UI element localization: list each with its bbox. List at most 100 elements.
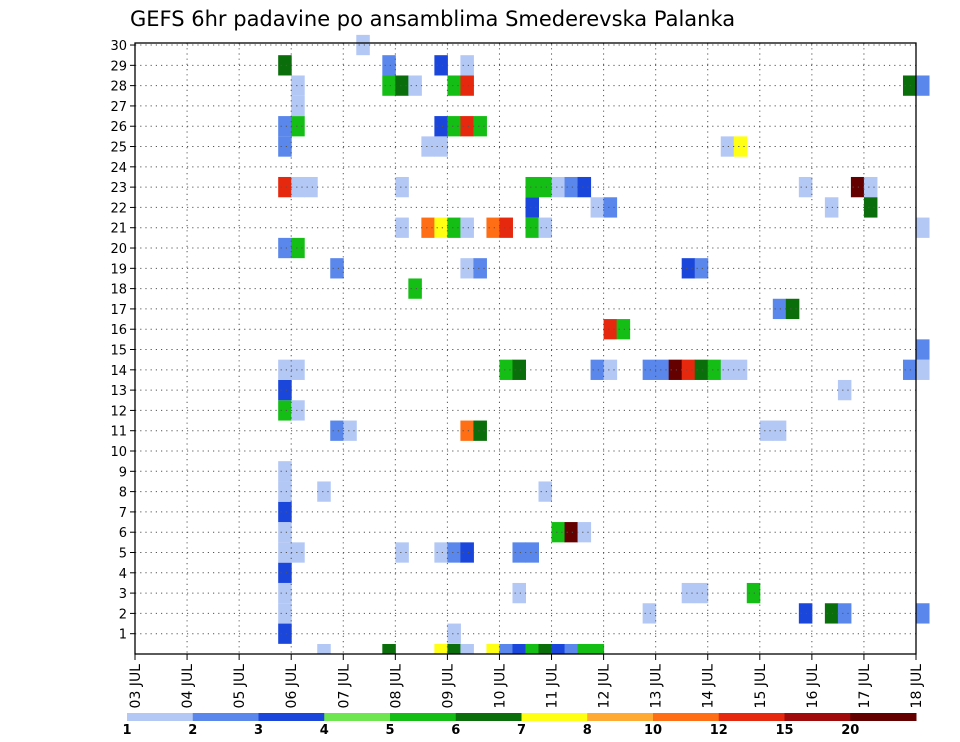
heatmap-cell (291, 359, 305, 380)
heatmap-cell (564, 644, 579, 654)
heatmap-cell (460, 55, 474, 76)
heatmap-cell (356, 34, 370, 56)
heatmap-cell (720, 136, 735, 157)
heatmap-cell (421, 136, 435, 157)
heatmap-cell (278, 562, 292, 583)
heatmap-cell (512, 542, 526, 563)
heatmap-cell (681, 359, 696, 380)
legend-label: 20 (841, 723, 859, 738)
heatmap-cell (668, 359, 683, 380)
x-tick-label: 17 JUL (857, 664, 873, 709)
legend-swatch (850, 713, 917, 721)
legend-swatch (324, 713, 391, 721)
heatmap-cell (486, 217, 500, 238)
x-tick-label: 13 JUL (649, 664, 665, 709)
heatmap-cell (278, 176, 292, 198)
heatmap-cell (304, 176, 318, 198)
x-tick-label: 11 JUL (545, 664, 561, 709)
y-tick-label: 6 (119, 526, 127, 541)
y-tick-label: 27 (110, 100, 127, 115)
color-legend: 1 2 3 4 5 6 7 8 10 12 15 20 (122, 713, 917, 738)
y-tick-label: 1 (119, 628, 127, 643)
heatmap-cell (759, 420, 774, 441)
y-tick-label: 16 (110, 323, 127, 338)
heatmap-cell (902, 359, 917, 380)
legend-swatch (127, 713, 194, 721)
y-tick-label: 20 (110, 242, 127, 257)
legend-swatch (390, 713, 457, 721)
heatmap-cell (512, 359, 526, 380)
heatmap-cell (434, 644, 448, 654)
x-tick-label: 08 JUL (388, 664, 404, 709)
heatmap-cell (408, 75, 422, 96)
legend-label: 4 (320, 723, 329, 738)
y-tick-label: 13 (110, 384, 127, 399)
heatmap-cell (278, 522, 292, 543)
legend-swatch (653, 713, 720, 721)
heatmap-cell (564, 522, 579, 543)
heatmap-cell (382, 644, 396, 654)
heatmap-cell (916, 603, 930, 624)
legend-label: 15 (775, 723, 793, 738)
legend-label: 3 (254, 723, 263, 738)
heatmap-cell (317, 481, 331, 502)
legend-swatch (587, 713, 654, 721)
x-tick-label: 10 JUL (492, 664, 508, 709)
heatmap-cell (551, 644, 566, 654)
y-tick-label: 11 (110, 425, 127, 440)
heatmap-cell (434, 116, 448, 137)
legend-label: 10 (644, 723, 662, 738)
heatmap-cell (603, 319, 618, 340)
x-tick-label: 06 JUL (284, 664, 300, 709)
heatmap-cell (681, 258, 696, 279)
heatmap-cell (538, 176, 553, 198)
y-tick-label: 9 (119, 465, 127, 480)
legend-label: 7 (517, 723, 526, 738)
y-tick-label: 24 (110, 161, 127, 176)
heatmap-cell (460, 258, 474, 279)
y-tick-label: 14 (110, 364, 127, 379)
legend-label: 2 (188, 723, 197, 738)
heatmap-cell (278, 379, 292, 401)
heatmap-cell (447, 623, 461, 644)
heatmap-cell (551, 522, 566, 543)
heatmap-cell (460, 75, 474, 96)
heatmap-cell (460, 420, 474, 441)
x-tick-label: 15 JUL (753, 664, 769, 709)
y-tick-label: 22 (110, 201, 127, 216)
heatmap-cell (395, 176, 409, 198)
heatmap-cell (278, 136, 292, 157)
legend-label: 12 (710, 723, 728, 738)
x-tick-label: 03 JUL (128, 664, 144, 709)
heatmap-cell (278, 237, 292, 259)
heatmap-cell (278, 400, 292, 421)
y-tick-label: 21 (110, 222, 127, 237)
heatmap-cell (408, 278, 422, 299)
heatmap-cell (590, 197, 605, 218)
heatmap-cell (278, 501, 292, 523)
heatmap-cell (278, 359, 292, 380)
heatmap-cell (434, 55, 448, 76)
heatmap-cell (278, 603, 292, 624)
heatmap-cell (395, 217, 409, 238)
heatmap-cell (434, 136, 448, 157)
y-tick-label: 30 (110, 39, 127, 54)
heatmap-cell (837, 603, 852, 624)
heatmap-cell (395, 75, 409, 96)
heatmap-cell (447, 75, 461, 96)
heatmap-cell (642, 603, 657, 624)
heatmap-cell (460, 542, 474, 563)
heatmap-cell (746, 582, 761, 604)
heatmap-cell (916, 217, 930, 238)
heatmap-cell (603, 197, 618, 218)
heatmap-cell (317, 644, 331, 654)
heatmap-cell (720, 359, 735, 380)
heatmap-cell (590, 644, 605, 654)
y-axis: 1234567891011121314151617181920212223242… (110, 39, 135, 643)
heatmap-cell (590, 359, 605, 380)
heatmap-cell (278, 481, 292, 502)
heatmap-cell (512, 644, 526, 654)
heatmap-cell (473, 116, 487, 137)
heatmap-cell (577, 176, 592, 198)
heatmap-cell (512, 582, 526, 604)
